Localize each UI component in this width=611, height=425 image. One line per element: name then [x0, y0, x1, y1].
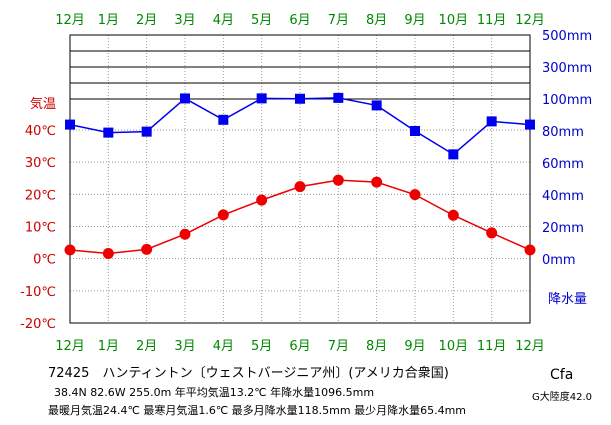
precipitation-point — [371, 100, 382, 111]
precipitation-axis-title: 降水量 — [548, 292, 587, 307]
precipitation-tick-label: 60mm — [542, 157, 584, 172]
temperature-point — [64, 244, 76, 256]
month-label-top: 12月 — [515, 13, 545, 28]
month-label-top: 6月 — [289, 13, 310, 28]
month-label-top: 7月 — [328, 13, 349, 28]
month-label-bottom: 12月 — [55, 339, 85, 354]
precipitation-point — [65, 119, 75, 130]
temperature-point — [102, 248, 114, 260]
temperature-tick-label: -10℃ — [20, 285, 56, 300]
month-label-bottom: 10月 — [439, 339, 469, 354]
precipitation-tick-label: 40mm — [542, 189, 584, 204]
precipitation-point — [295, 93, 305, 104]
precipitation-point — [141, 126, 152, 137]
temperature-point — [217, 209, 229, 221]
precipitation-tick-label: 0mm — [542, 253, 576, 268]
temperature-point — [332, 174, 344, 186]
month-label-top: 2月 — [136, 13, 157, 28]
month-label-bottom: 3月 — [174, 339, 195, 354]
station-stats-line1: 38.4N 82.6W 255.0m 年平均気温13.2℃ 年降水量1096.5… — [54, 386, 375, 399]
month-label-bottom: 6月 — [289, 339, 310, 354]
climate-class: Cfa — [550, 367, 574, 383]
precipitation-tick-label: 500mm — [542, 29, 592, 44]
month-label-top: 12月 — [55, 13, 85, 28]
temperature-tick-label: 30℃ — [25, 156, 56, 171]
month-label-bottom: 5月 — [251, 339, 272, 354]
precipitation-point — [410, 126, 420, 136]
month-label-top: 8月 — [366, 13, 387, 28]
station-stats-line2: 最暖月気温24.4℃ 最寒月気温1.6℃ 最多月降水量118.5mm 最少月降水… — [48, 404, 467, 417]
temperature-point — [294, 181, 306, 193]
precipitation-tick-label: 80mm — [542, 125, 584, 140]
temperature-point — [409, 189, 421, 201]
precipitation-point — [103, 127, 114, 138]
temperature-tick-label: 20℃ — [25, 188, 56, 203]
month-label-top: 4月 — [213, 13, 234, 28]
precipitation-point — [486, 116, 497, 127]
month-label-top: 3月 — [174, 13, 195, 28]
temperature-tick-label: 40℃ — [25, 124, 56, 139]
month-labels-bottom: 12月 1月 2月 3月 4月 5月 6月 7月 8月 9月 10月 11月 12月 — [55, 339, 545, 354]
month-label-bottom: 7月 — [328, 339, 349, 354]
precipitation-axis-ticks: 500mm 300mm 100mm 80mm 60mm 40mm 20mm 0mm — [542, 29, 592, 268]
temperature-axis-title: 気温 — [30, 96, 56, 112]
station-title: 72425 ハンティントン〔ウェストバージニア州〕(アメリカ合衆国) — [48, 366, 449, 381]
temperature-point — [371, 176, 383, 188]
temperature-tick-label: 0℃ — [33, 253, 56, 268]
precipitation-point — [333, 92, 344, 103]
month-label-bottom: 11月 — [477, 339, 507, 354]
precipitation-tick-label: 100mm — [542, 93, 592, 108]
precipitation-point — [525, 119, 535, 130]
precipitation-tick-label: 20mm — [542, 221, 584, 236]
continentality-index: G大陸度42.0 — [532, 392, 593, 403]
month-label-top: 5月 — [251, 13, 272, 28]
precipitation-tick-label: 300mm — [542, 61, 592, 76]
temperature-point — [141, 243, 153, 255]
precipitation-point — [218, 114, 229, 125]
temperature-point — [447, 209, 459, 221]
chart-grid — [70, 34, 530, 323]
month-label-bottom: 9月 — [404, 339, 425, 354]
month-label-bottom: 4月 — [213, 339, 234, 354]
month-label-top: 1月 — [98, 13, 119, 28]
month-label-bottom: 12月 — [515, 339, 545, 354]
temperature-tick-label: -20℃ — [20, 317, 56, 332]
month-label-bottom: 2月 — [136, 339, 157, 354]
precipitation-point — [256, 93, 267, 104]
temperature-point — [486, 227, 498, 239]
temperature-axis-ticks: 40℃ 30℃ 20℃ 10℃ 0℃ -10℃ -20℃ — [20, 124, 56, 332]
month-label-top: 9月 — [404, 13, 425, 28]
temperature-point — [524, 244, 536, 256]
month-label-bottom: 1月 — [98, 339, 119, 354]
month-labels-top: 12月 1月 2月 3月 4月 5月 6月 7月 8月 9月 10月 11月 12月 — [55, 13, 545, 28]
month-label-top: 10月 — [439, 13, 469, 28]
chart-frame — [69, 34, 531, 324]
temperature-point — [256, 194, 268, 206]
precipitation-line — [69, 97, 531, 156]
precipitation-point — [448, 149, 459, 160]
precipitation-point — [180, 93, 190, 104]
plot-frame — [69, 34, 531, 324]
temperature-tick-label: 10℃ — [25, 221, 56, 236]
month-label-bottom: 8月 — [366, 339, 387, 354]
temperature-point — [179, 228, 191, 240]
month-label-top: 11月 — [477, 13, 507, 28]
series-layer — [64, 92, 536, 260]
